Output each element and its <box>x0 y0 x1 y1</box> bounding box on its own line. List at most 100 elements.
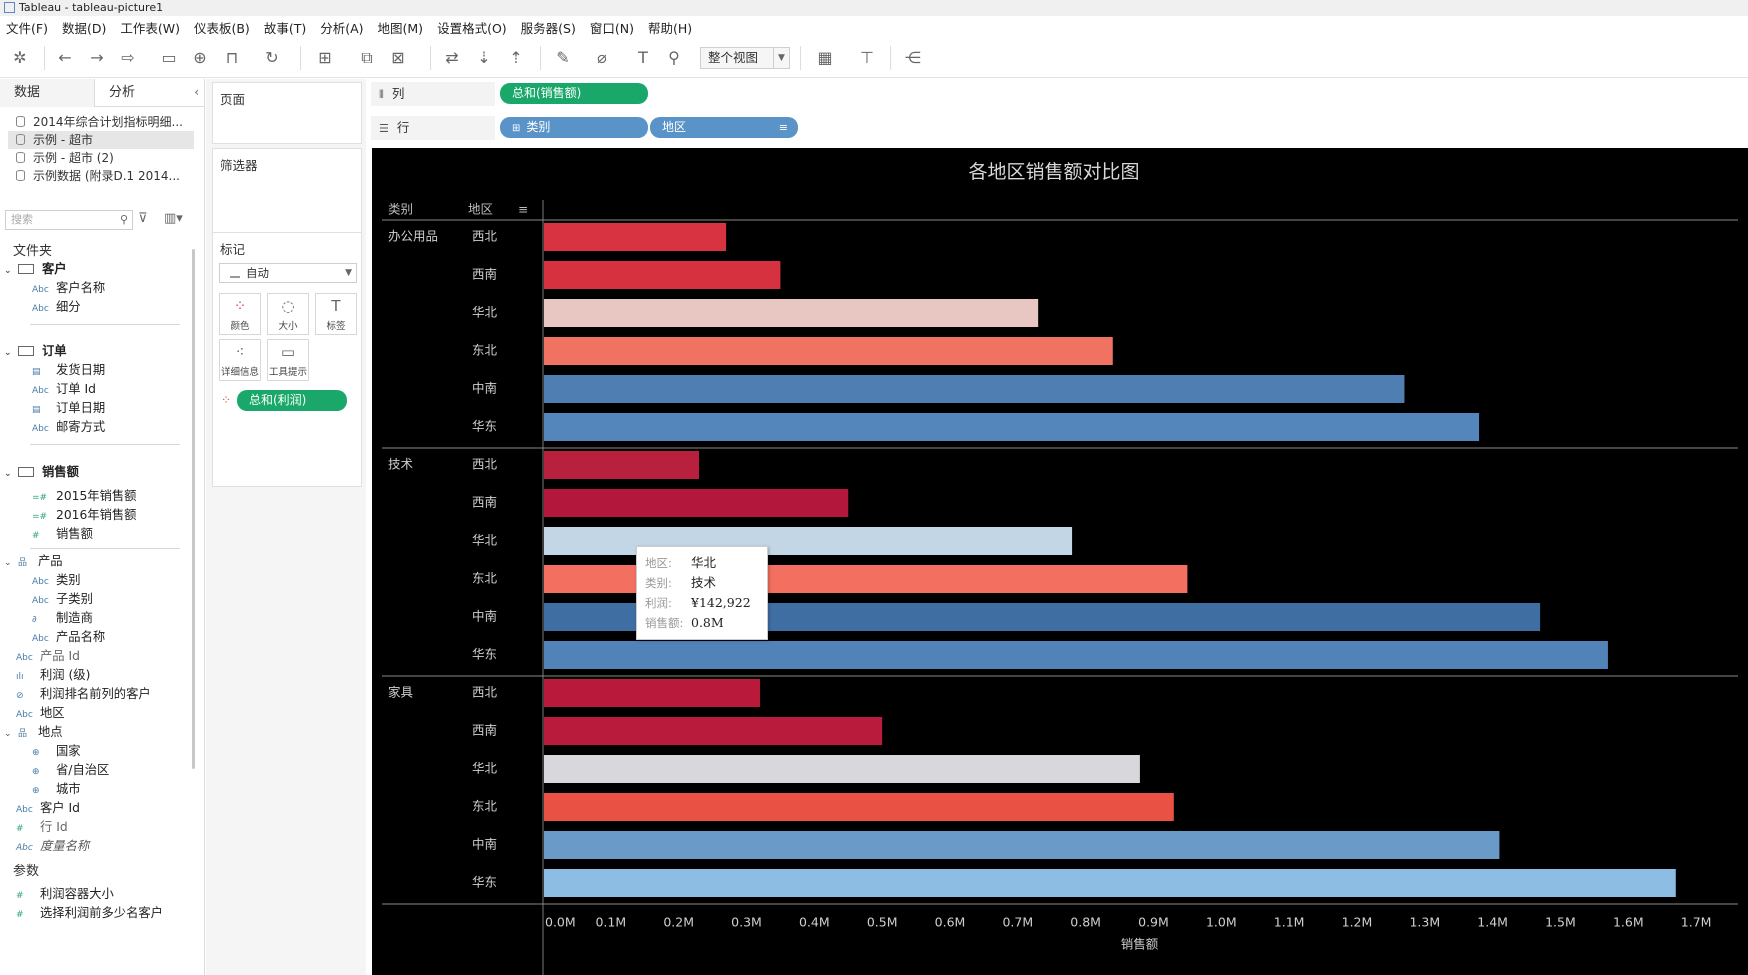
save-icon[interactable]: ▭ <box>161 48 177 67</box>
tree-field[interactable]: Abc 邮寄方式 <box>32 418 105 437</box>
datasource-item[interactable]: 示例 - 超市 (2) <box>16 149 114 167</box>
detail-button[interactable]: ⁖ 详细信息 <box>219 339 261 381</box>
tree-hierarchy-location[interactable]: ⌄ 品地点 <box>4 723 63 742</box>
tree-field[interactable]: Abc 子类别 <box>32 590 93 609</box>
tree-field[interactable]: Abc 地区 <box>16 704 65 723</box>
new-worksheet-icon[interactable]: ⊞ <box>318 48 332 67</box>
tab-analytics[interactable]: 分析 <box>109 85 136 100</box>
filters-card-title: 筛选器 <box>220 158 258 173</box>
tableau-logo-icon[interactable]: ✲ <box>13 48 27 67</box>
tree-folder-order[interactable]: ⌄ 订单 <box>4 342 67 361</box>
chart-view: 各地区销售额对比图 类别 地区 ≡ 办公用品 西北 西南 华北 东北 中南 华东 技术 西北 西南 华北 东北… <box>372 148 1748 975</box>
highlight-icon[interactable]: ✎ <box>556 48 570 67</box>
tree-field[interactable]: ılı 利润 (级) <box>16 666 90 685</box>
tree-field[interactable]: ⊘ 利润排名前列的客户 <box>16 685 151 704</box>
tree-field[interactable]: =# 2015年销售额 <box>32 487 136 506</box>
view-size-select[interactable]: 整个视图 ▼ <box>700 47 790 69</box>
tree-label: 客户 <box>42 262 67 276</box>
menu-server[interactable]: 服务器(S) <box>520 20 576 36</box>
menu-help[interactable]: 帮助(H) <box>647 20 693 36</box>
show-cards-icon[interactable]: ▦ <box>817 48 833 67</box>
pages-card[interactable]: 页面 <box>212 82 362 144</box>
database-icon <box>16 170 25 181</box>
pin-icon[interactable]: ⚲ <box>668 48 680 67</box>
tree-folder-customer[interactable]: ⌄ 客户 <box>4 260 67 279</box>
share-icon[interactable]: ⋲ <box>905 48 921 67</box>
collapse-icon[interactable]: ‹ <box>194 85 199 99</box>
menu-file[interactable]: 文件(F) <box>6 20 48 36</box>
tooltip-key: 利润: <box>645 596 672 610</box>
color-button[interactable]: ⁘ 颜色 <box>219 293 261 335</box>
field-search-input[interactable]: 搜索 ⚲ <box>5 210 133 230</box>
tree-field[interactable]: Abc 产品名称 <box>32 628 105 647</box>
mark-type-select[interactable]: 自动 ▼ <box>219 263 357 283</box>
label-button[interactable]: T 标签 <box>315 293 357 335</box>
pause-updates-icon[interactable]: ⊓ <box>225 48 239 67</box>
duplicate-icon[interactable]: ⧉ <box>361 48 373 67</box>
datasource-item[interactable]: 2014年综合计划指标明细... <box>16 113 183 131</box>
tableau-app-icon <box>4 2 15 13</box>
data-pane-scrollbar[interactable] <box>192 249 195 769</box>
hierarchy-icon: 品 <box>18 558 28 568</box>
group-icon[interactable]: ⌀ <box>597 48 607 67</box>
tree-field[interactable]: =# 2016年销售额 <box>32 506 136 525</box>
color-pill-profit[interactable]: 总和(利润) <box>237 390 347 411</box>
globe-icon: ⊕ <box>32 786 40 796</box>
menu-story[interactable]: 故事(T) <box>263 20 307 36</box>
tree-label: 产品 <box>38 554 63 568</box>
menu-dashboard[interactable]: 仪表板(B) <box>193 20 250 36</box>
size-button[interactable]: ◌ 大小 <box>267 293 309 335</box>
set-icon: ⊘ <box>16 691 24 701</box>
presentation-mode-icon[interactable]: ⊤ <box>860 48 874 67</box>
tree-hierarchy-product[interactable]: ⌄ 品产品 <box>4 552 63 571</box>
datasource-item-selected[interactable]: 示例 - 超市 <box>8 131 194 149</box>
menu-analysis[interactable]: 分析(A) <box>320 20 364 36</box>
view-options-icon[interactable]: ▥▾ <box>164 211 183 226</box>
rows-pill-category[interactable]: ⊞ 类别 <box>500 117 648 138</box>
tree-field[interactable]: Abc 客户 Id <box>16 799 80 818</box>
tree-field[interactable]: # 行 Id <box>16 818 68 837</box>
menu-map[interactable]: 地图(M) <box>377 20 424 36</box>
menu-worksheet[interactable]: 工作表(W) <box>120 20 180 36</box>
menu-data[interactable]: 数据(D) <box>61 20 107 36</box>
chevron-down-icon: ⌄ <box>4 729 12 739</box>
tree-field[interactable]: Abc 订单 Id <box>32 380 96 399</box>
replay-icon[interactable]: ⇨ <box>121 48 135 67</box>
datasource-item[interactable]: 示例数据 (附录D.1 2014... <box>16 167 180 185</box>
search-icon: ⚲ <box>119 213 128 226</box>
sort-ascending-icon[interactable]: ⇣ <box>477 48 491 67</box>
refresh-icon[interactable]: ↻ <box>265 48 279 67</box>
mark-type-value: 自动 <box>246 266 269 280</box>
tree-field[interactable]: # 销售额 <box>32 525 93 544</box>
clear-sheet-icon[interactable]: ⊠ <box>391 48 405 67</box>
tree-field[interactable]: Abc 度量名称 <box>16 837 89 856</box>
tree-field[interactable]: ▤ 订单日期 <box>32 399 105 418</box>
tree-field[interactable]: Abc 客户名称 <box>32 279 105 298</box>
filter-fields-icon[interactable]: ⊽ <box>138 211 148 226</box>
new-datasource-icon[interactable]: ⊕ <box>193 48 207 67</box>
chevron-down-icon: ▼ <box>773 48 789 68</box>
parameter-item[interactable]: # 选择利润前多少名客户 <box>16 904 163 923</box>
columns-pill-sales[interactable]: 总和(销售额) <box>500 83 648 104</box>
tree-label: 度量名称 <box>40 839 90 853</box>
sort-descending-icon[interactable]: ⇡ <box>509 48 523 67</box>
tree-folder-sales[interactable]: ⌄ 销售额 <box>4 463 79 482</box>
tree-field[interactable]: ▤ 发货日期 <box>32 361 105 380</box>
redo-icon[interactable]: → <box>90 48 104 67</box>
swap-rows-columns-icon[interactable]: ⇄ <box>445 48 459 67</box>
show-labels-icon[interactable]: T <box>638 48 648 67</box>
tree-field[interactable]: ⊕ 省/自治区 <box>32 761 109 780</box>
menu-window[interactable]: 窗口(N) <box>589 20 634 36</box>
rows-pill-region[interactable]: 地区 ≡ <box>650 117 798 138</box>
parameter-item[interactable]: # 利润容器大小 <box>16 885 114 904</box>
tree-field[interactable]: Abc 细分 <box>32 298 81 317</box>
tree-field[interactable]: ∂ 制造商 <box>32 609 93 628</box>
tree-field[interactable]: ⊕ 城市 <box>32 780 81 799</box>
menu-format[interactable]: 设置格式(O) <box>437 20 507 36</box>
tree-field[interactable]: Abc 类别 <box>32 571 81 590</box>
tab-data[interactable]: 数据 <box>0 79 95 107</box>
tooltip-button[interactable]: ▭ 工具提示 <box>267 339 309 381</box>
undo-icon[interactable]: ← <box>58 48 72 67</box>
tree-field[interactable]: ⊕ 国家 <box>32 742 81 761</box>
tree-field[interactable]: Abc 产品 Id <box>16 647 80 666</box>
